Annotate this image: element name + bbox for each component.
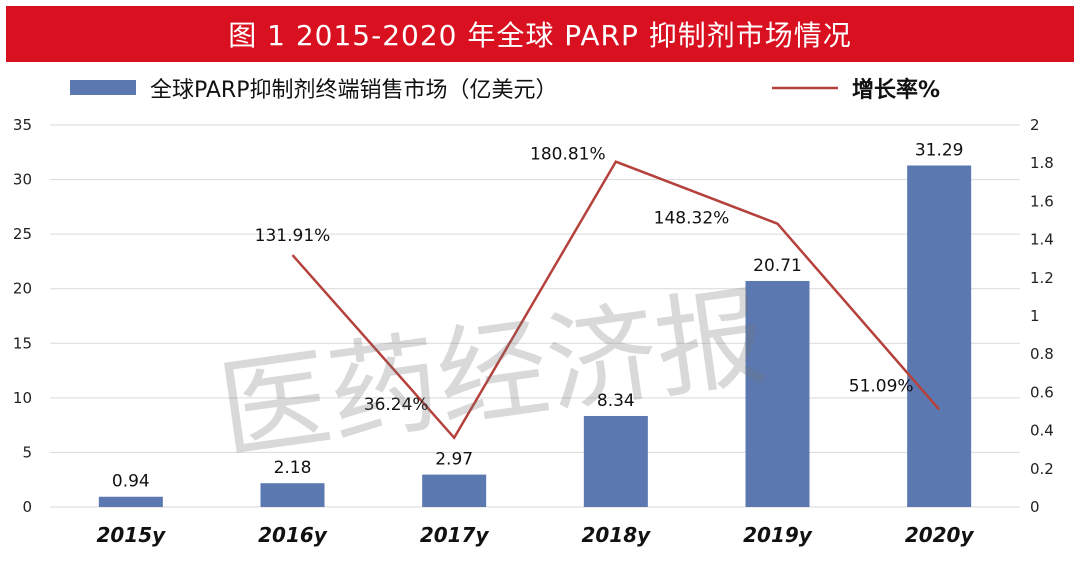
line-data-label: 36.24% [364,395,429,415]
y-right-tick-label: 1.6 [1030,192,1054,210]
bar [98,496,163,507]
gridlines [50,124,1020,508]
x-tick-label: 2015y [96,523,166,547]
y-axis-right: 0 0.2 0.4 0.6 0.8 1 1.2 1.4 1.6 1.8 2 [1030,116,1054,516]
bar [907,165,972,507]
y-axis-left: 0 5 10 15 20 25 30 35 [13,116,32,516]
y-left-tick-label: 20 [13,280,32,298]
y-left-tick-label: 25 [13,225,32,243]
y-right-tick-label: 0.4 [1030,422,1054,440]
y-right-tick-label: 1.4 [1030,231,1054,249]
y-left-tick-label: 10 [13,389,32,407]
y-left-tick-label: 15 [13,334,32,352]
x-axis: 2015y 2016y 2017y 2018y 2019y 2020y [96,523,974,547]
bar-data-label: 20.71 [753,256,802,276]
legend-line-label: 增长率% [852,77,940,103]
bar-data-label: 2.97 [435,450,473,470]
x-tick-label: 2020y [905,523,975,547]
chart-title: 图 1 2015-2020 年全球 PARP 抑制剂市场情况 [228,19,852,52]
y-left-tick-label: 5 [22,443,32,461]
legend-bar-swatch [70,80,136,95]
y-right-tick-label: 0.2 [1030,460,1054,478]
y-right-tick-label: 1.2 [1030,269,1054,287]
y-right-tick-label: 2 [1030,116,1040,134]
growth-line [291,160,941,440]
y-left-tick-label: 0 [22,498,32,516]
line-data-label: 51.09% [849,376,914,396]
bar-data-label: 0.94 [112,472,150,492]
y-right-tick-label: 0.8 [1030,345,1054,363]
line-data-label: 180.81% [530,145,606,165]
x-tick-label: 2016y [258,523,328,547]
y-right-tick-label: 1 [1030,307,1040,325]
x-tick-label: 2019y [743,523,813,547]
bar [422,474,487,507]
x-tick-label: 2018y [581,523,651,547]
bar [745,280,810,507]
bar-data-label: 31.29 [915,140,964,160]
x-tick-label: 2017y [420,523,490,547]
legend: 全球PARP抑制剂终端销售市场（亿美元） 增长率% [70,77,940,103]
bar [583,415,648,507]
watermark: 医药经济报 [212,272,774,475]
line-data-label: 131.91% [255,226,331,246]
bar-data-label: 8.34 [597,391,635,411]
bar [260,483,325,507]
y-left-tick-label: 35 [13,116,32,134]
bar-series: 0.94 2.18 2.97 8.34 20.71 31.29 [98,140,972,507]
title-bar: 图 1 2015-2020 年全球 PARP 抑制剂市场情况 [6,6,1074,62]
bar-data-label: 2.18 [274,458,312,478]
y-right-tick-label: 1.8 [1030,154,1054,172]
legend-bar-label: 全球PARP抑制剂终端销售市场（亿美元） [150,78,557,103]
y-right-tick-label: 0.6 [1030,383,1054,401]
line-data-label: 148.32% [654,209,730,229]
y-left-tick-label: 30 [13,171,32,189]
line-series: 131.91% 36.24% 180.81% 148.32% 51.09% [255,145,941,440]
y-right-tick-label: 0 [1030,498,1040,516]
